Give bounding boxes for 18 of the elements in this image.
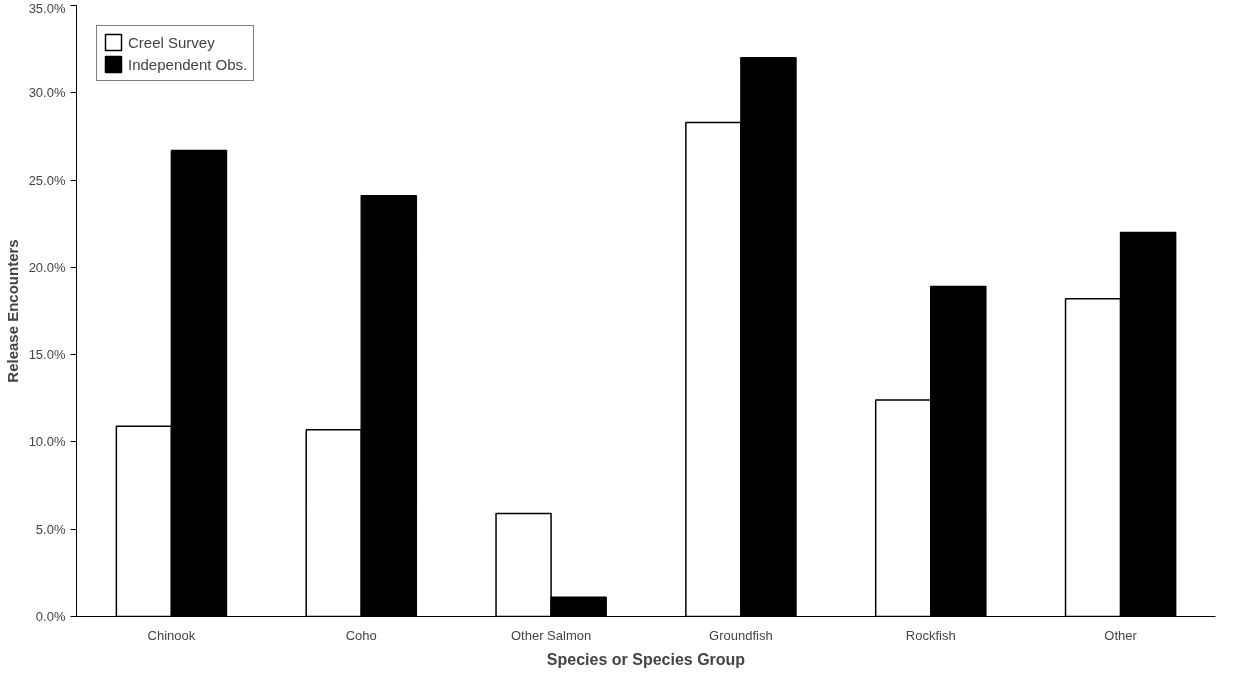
y-tick-label: 20.0% — [28, 259, 66, 275]
y-tick-label: 35.0% — [28, 0, 66, 16]
legend-label: Creel Survey — [128, 33, 215, 51]
y-tick-label: 0.0% — [35, 609, 66, 624]
legend-label: Independent Obs. — [128, 55, 248, 73]
x-tick-label: Other — [1104, 627, 1138, 643]
x-tick-label: Groundfish — [709, 627, 773, 643]
y-tick-label: 30.0% — [28, 85, 66, 101]
y-tick-label: 5.0% — [35, 521, 66, 537]
y-tick-label: 15.0% — [28, 347, 66, 363]
y-tick-label: 10.0% — [28, 434, 66, 450]
x-tick-label: Other Salmon — [510, 627, 592, 643]
x-axis-title: Species or Species Group — [546, 650, 746, 668]
y-tick-label: 25.0% — [28, 172, 66, 188]
y-axis-title: Release Encounters — [3, 239, 21, 383]
x-tick-label: Rockfish — [905, 627, 956, 643]
x-tick-label: Chinook — [147, 627, 196, 643]
x-tick-label: Coho — [345, 627, 377, 643]
